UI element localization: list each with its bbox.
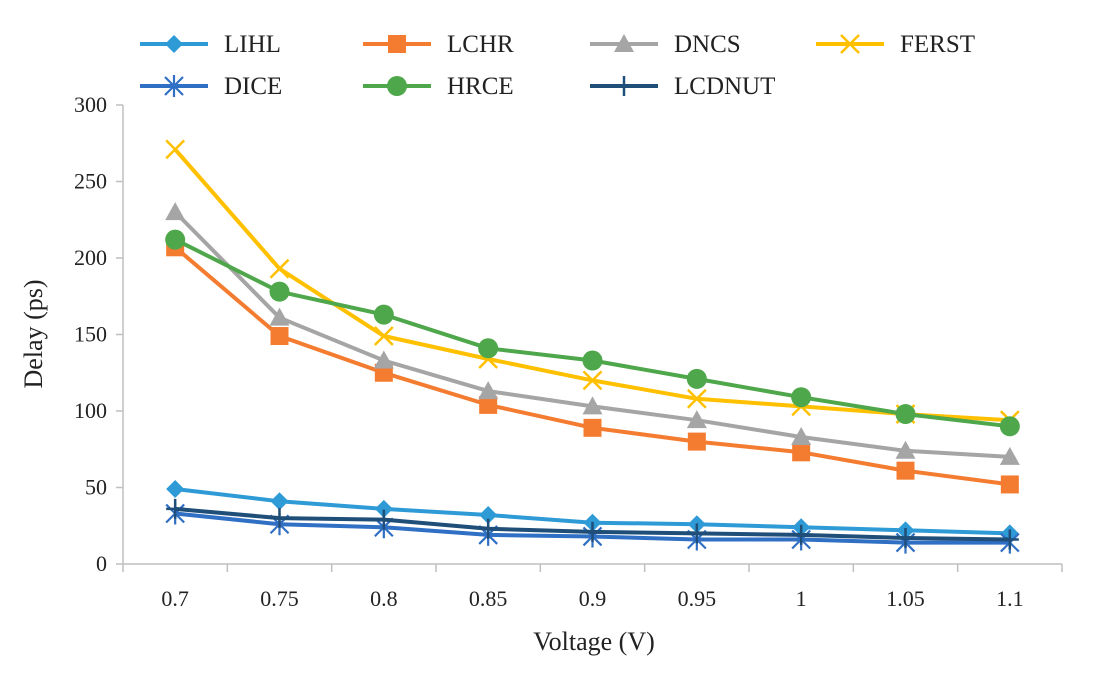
legend-label: FERST xyxy=(900,31,975,58)
legend-label: DNCS xyxy=(674,31,741,58)
legend-label: HRCE xyxy=(447,73,514,100)
data-point xyxy=(686,410,707,429)
y-tick-label: 150 xyxy=(74,322,107,347)
x-axis-title: Voltage (V) xyxy=(533,627,655,656)
x-tick-label: 0.9 xyxy=(579,586,607,611)
data-point xyxy=(270,327,289,346)
y-tick-label: 200 xyxy=(74,245,107,270)
data-point xyxy=(373,304,394,325)
data-point xyxy=(582,396,603,415)
data-point xyxy=(895,440,916,459)
data-point xyxy=(165,139,186,160)
data-point xyxy=(583,521,602,542)
y-axis-title: Delay (ps) xyxy=(19,279,48,388)
series-lchr xyxy=(166,238,1019,494)
data-point xyxy=(373,326,394,346)
legend-label: LCDNUT xyxy=(674,73,775,100)
data-point xyxy=(895,404,916,425)
legend-item-lchr: LCHR xyxy=(363,31,514,58)
data-point xyxy=(269,281,290,302)
data-point xyxy=(165,202,186,221)
data-point xyxy=(478,338,499,359)
y-tick-label: 100 xyxy=(74,398,107,423)
data-point xyxy=(270,492,289,511)
x-tick-label: 0.85 xyxy=(469,586,508,611)
legend-item-lcdnut: LCDNUT xyxy=(590,73,775,100)
data-point xyxy=(686,388,707,409)
legend-marker xyxy=(614,34,634,52)
y-tick-label: 250 xyxy=(74,169,107,194)
series-ferst xyxy=(165,139,1020,431)
data-point xyxy=(270,508,289,529)
series-dncs xyxy=(165,202,1020,465)
legend-item-dice: DICE xyxy=(140,73,282,100)
data-point xyxy=(687,432,706,451)
data-point xyxy=(896,461,915,480)
data-point xyxy=(896,527,915,548)
data-point xyxy=(583,418,602,437)
x-tick-label: 0.95 xyxy=(678,586,717,611)
legend-marker xyxy=(840,34,860,54)
series-layer xyxy=(165,139,1020,554)
y-tick-label: 0 xyxy=(96,551,107,576)
data-point xyxy=(999,446,1020,465)
data-point xyxy=(373,350,394,369)
data-point xyxy=(269,258,290,279)
data-point xyxy=(1000,529,1019,550)
legend: LIHL LCHR DNCS FERST DICE HRCE LCDNUT xyxy=(140,31,975,100)
series-hrce xyxy=(165,229,1020,437)
data-point xyxy=(374,499,393,518)
legend-item-dncs: DNCS xyxy=(590,31,741,58)
data-point xyxy=(166,480,185,499)
y-tick-label: 300 xyxy=(74,92,107,117)
data-point xyxy=(1000,475,1019,494)
series-lcdnut xyxy=(166,498,1019,550)
data-point xyxy=(792,524,811,545)
data-point xyxy=(374,509,393,530)
data-point xyxy=(479,506,498,525)
legend-item-lihl: LIHL xyxy=(140,31,281,58)
x-tick-label: 1 xyxy=(796,586,807,611)
y-tick-label: 50 xyxy=(85,475,107,500)
legend-marker xyxy=(164,75,184,97)
data-point xyxy=(791,387,812,408)
data-point xyxy=(479,395,498,414)
data-point xyxy=(582,350,603,371)
x-tick-label: 0.75 xyxy=(260,586,299,611)
legend-marker xyxy=(165,35,183,53)
legend-label: LCHR xyxy=(447,31,514,58)
axes: 0 50 100 150 200 250 300 0.7 0.75 0.8 0.85 0.9 0.95 1… xyxy=(74,92,1063,611)
data-point xyxy=(269,307,290,326)
data-point xyxy=(166,498,185,519)
legend-marker xyxy=(387,76,407,96)
x-tick-label: 1.1 xyxy=(996,586,1024,611)
legend-item-hrce: HRCE xyxy=(363,73,514,100)
data-point xyxy=(582,370,603,391)
x-tick-label: 0.8 xyxy=(370,586,398,611)
legend-label: DICE xyxy=(224,73,282,100)
data-point xyxy=(999,416,1020,437)
legend-label: LIHL xyxy=(224,31,281,58)
legend-item-ferst: FERST xyxy=(816,31,975,58)
legend-marker xyxy=(615,76,633,96)
data-point xyxy=(791,427,812,446)
data-point xyxy=(479,518,498,539)
data-point xyxy=(792,443,811,462)
data-point xyxy=(478,381,499,400)
data-point xyxy=(165,229,186,250)
data-point xyxy=(687,523,706,544)
data-point xyxy=(686,368,707,389)
x-tick-label: 0.7 xyxy=(161,586,189,611)
legend-marker xyxy=(388,35,406,53)
x-tick-label: 1.05 xyxy=(886,586,925,611)
